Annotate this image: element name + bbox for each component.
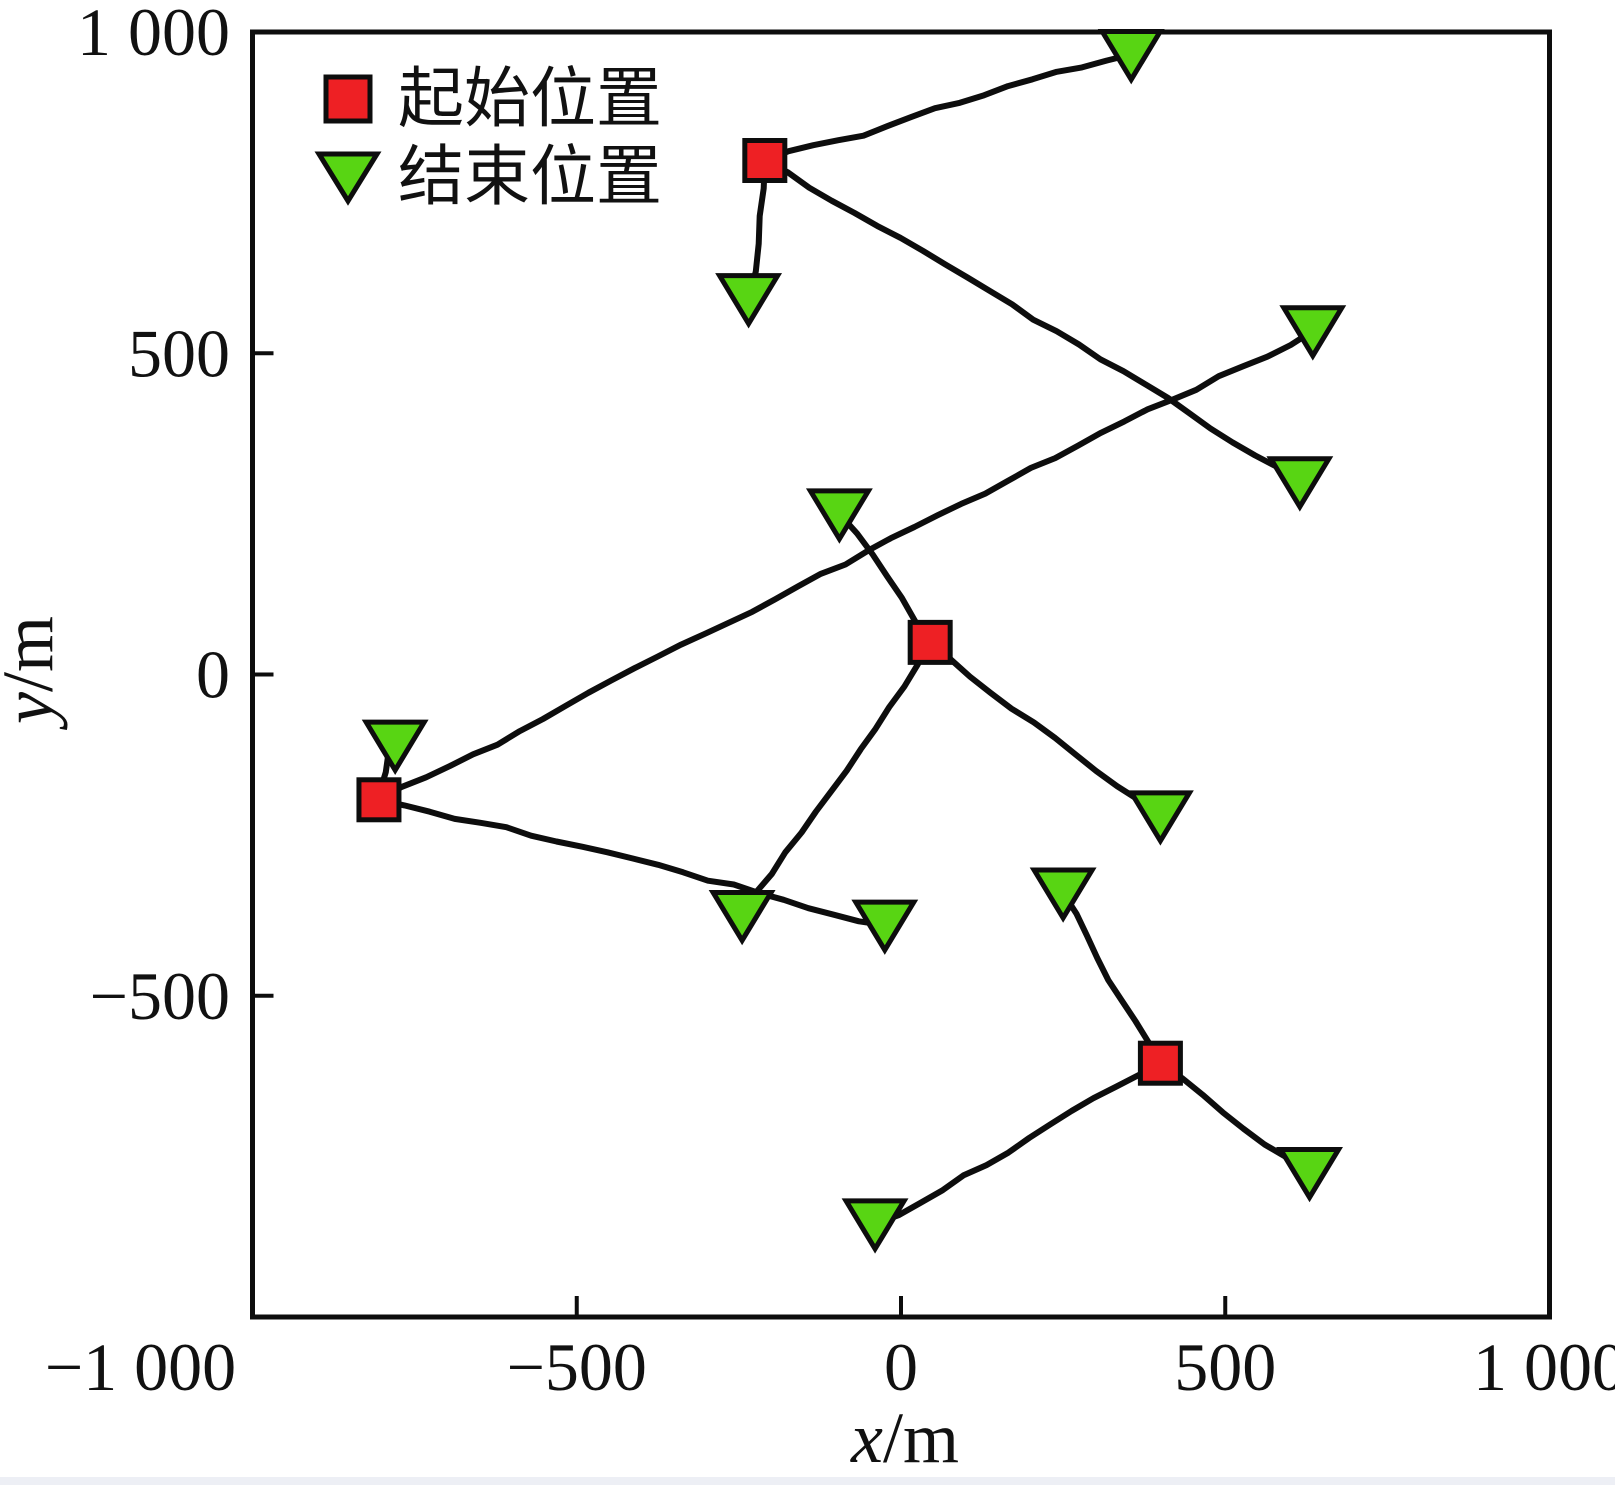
legend-end-marker-icon bbox=[314, 151, 382, 206]
start-position-markers-layer bbox=[356, 138, 1183, 1086]
start-position-marker bbox=[742, 138, 788, 183]
end-position-marker bbox=[1266, 456, 1334, 512]
x-axis-label: x/m bbox=[850, 1398, 959, 1478]
end-position-marker bbox=[841, 1198, 909, 1254]
y-tick-label: 1 000 bbox=[77, 0, 230, 70]
end-position-marker bbox=[1276, 1146, 1343, 1203]
trajectory-path bbox=[377, 328, 1315, 803]
image-bottom-strip bbox=[0, 1477, 1615, 1485]
end-position-marker bbox=[1126, 790, 1194, 846]
x-tick-label: −1 000 bbox=[45, 1329, 236, 1405]
end-position-marker bbox=[851, 899, 919, 955]
end-position-marker bbox=[715, 273, 783, 329]
legend-label-end: 结束位置 bbox=[398, 141, 662, 214]
trajectory-paths-layer bbox=[376, 51, 1315, 1227]
x-tick-label: 0 bbox=[884, 1329, 918, 1405]
axis-tick-labels-layer: −1 000 −500 0 500 1 000 1 000 500 0 −500 bbox=[45, 0, 1615, 1405]
end-position-marker bbox=[1029, 867, 1097, 923]
trajectory-path bbox=[928, 640, 1163, 819]
end-position-marker bbox=[1279, 305, 1347, 361]
legend: 起始位置 结束位置 bbox=[314, 63, 662, 214]
start-position-marker bbox=[907, 619, 953, 665]
x-tick-label: 1 000 bbox=[1473, 1329, 1615, 1405]
legend-label-start: 起始位置 bbox=[398, 63, 662, 136]
x-tick-label: 500 bbox=[1174, 1329, 1276, 1405]
end-position-marker bbox=[805, 488, 873, 544]
y-tick-label: 0 bbox=[196, 637, 230, 713]
x-tick-label: −500 bbox=[507, 1329, 647, 1405]
axis-ticks-layer bbox=[252, 351, 1228, 1317]
trajectory-path bbox=[378, 796, 886, 929]
end-position-marker bbox=[361, 719, 429, 776]
plot-border bbox=[250, 29, 1552, 1320]
end-position-markers-layer bbox=[361, 28, 1347, 1254]
start-position-marker bbox=[1137, 1040, 1183, 1086]
trajectory-path bbox=[1060, 891, 1164, 1065]
legend-start-marker-icon bbox=[323, 74, 373, 124]
y-tick-label: −500 bbox=[90, 958, 230, 1034]
end-position-marker bbox=[1097, 28, 1165, 85]
trajectory-path bbox=[874, 1060, 1162, 1227]
start-position-marker bbox=[356, 777, 402, 823]
trajectory-path bbox=[739, 640, 933, 917]
end-position-marker bbox=[708, 889, 776, 946]
y-axis-label: y/m bbox=[0, 616, 68, 731]
trajectory-path bbox=[763, 157, 1302, 485]
y-tick-label: 500 bbox=[128, 315, 230, 391]
trajectory-path bbox=[763, 51, 1132, 164]
